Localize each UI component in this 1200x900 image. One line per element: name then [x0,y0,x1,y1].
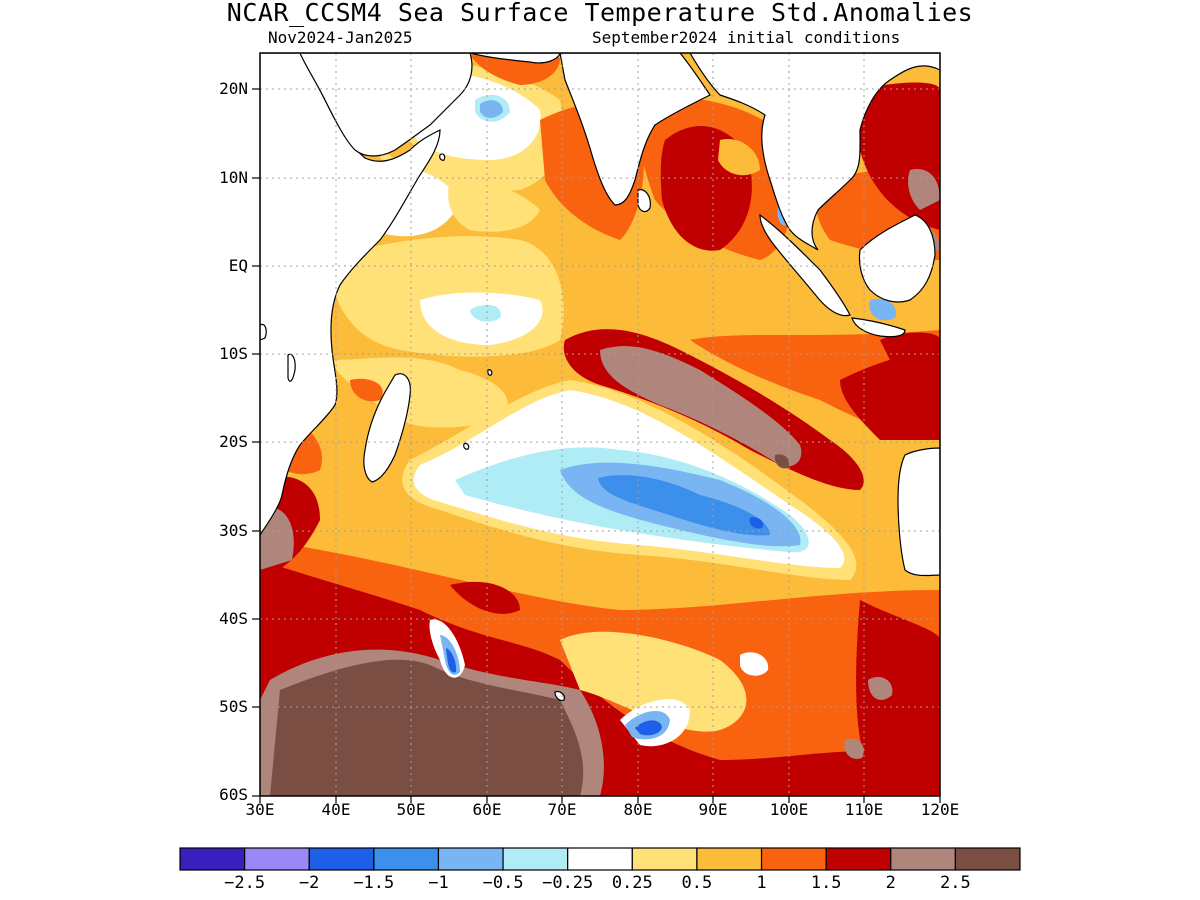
lon-label-120e: 120E [920,800,960,819]
colorbar-swatch [179,847,246,871]
colorbar-label: −2 [298,873,320,893]
colorbar-swatch [567,847,633,871]
lat-label-30s: 30S [219,521,248,540]
lat-label-20s: 20S [219,432,248,451]
colorbar-swatch [244,847,310,871]
tick-marks [252,88,941,803]
colorbar-swatch [437,847,504,871]
lon-label-50e: 50E [396,800,426,819]
lat-label-eq: EQ [228,256,248,275]
lat-label-50s: 50S [219,697,248,716]
colorbar-label: 0.25 [611,873,653,893]
lat-label-40s: 40S [219,609,248,628]
colorbar-label: 2.5 [940,873,971,893]
lon-label-80e: 80E [623,800,653,819]
lat-label-10s: 10S [219,344,248,363]
colorbar-swatch [760,847,827,871]
colorbar-swatch [890,847,956,871]
lon-label-90e: 90E [698,800,728,819]
lon-label-100e: 100E [769,800,809,819]
lon-label-110e: 110E [844,800,884,819]
forecast-period: Nov2024-Jan2025 [268,28,413,47]
land-masses [260,53,940,702]
colorbar [179,847,1021,871]
colorbar-swatch [825,847,892,871]
colorbar-label: 1.5 [810,873,842,893]
colorbar-swatch [696,847,763,871]
lon-label-30e: 30E [245,800,275,819]
plot-frame [259,52,941,797]
colorbar-label: −1.5 [353,873,395,893]
lon-label-60e: 60E [472,800,502,819]
lon-label-70e: 70E [547,800,577,819]
colorbar-label: −2.5 [224,873,266,893]
colorbar-label: 0.5 [681,873,713,893]
graticule [260,53,940,796]
colorbar-swatch [631,847,698,871]
colorbar-label: 1 [756,873,767,893]
chart-title: NCAR_CCSM4 Sea Surface Temperature Std.A… [226,0,974,27]
colorbar-label: −0.5 [482,873,524,893]
lat-label-60s: 60S [219,785,248,804]
colorbar-label: −1 [428,873,449,893]
colorbar-label: −0.25 [542,873,594,893]
colorbar-swatch [373,847,440,871]
colorbar-swatch [502,847,569,871]
colorbar-swatch [308,847,375,871]
lat-label-20n: 20N [219,79,248,98]
colorbar-swatch [954,847,1021,871]
initial-conditions: September2024 initial conditions [592,28,901,47]
colorbar-label: 2 [885,873,896,893]
lat-label-10n: 10N [219,168,248,187]
lon-label-40e: 40E [321,800,351,819]
